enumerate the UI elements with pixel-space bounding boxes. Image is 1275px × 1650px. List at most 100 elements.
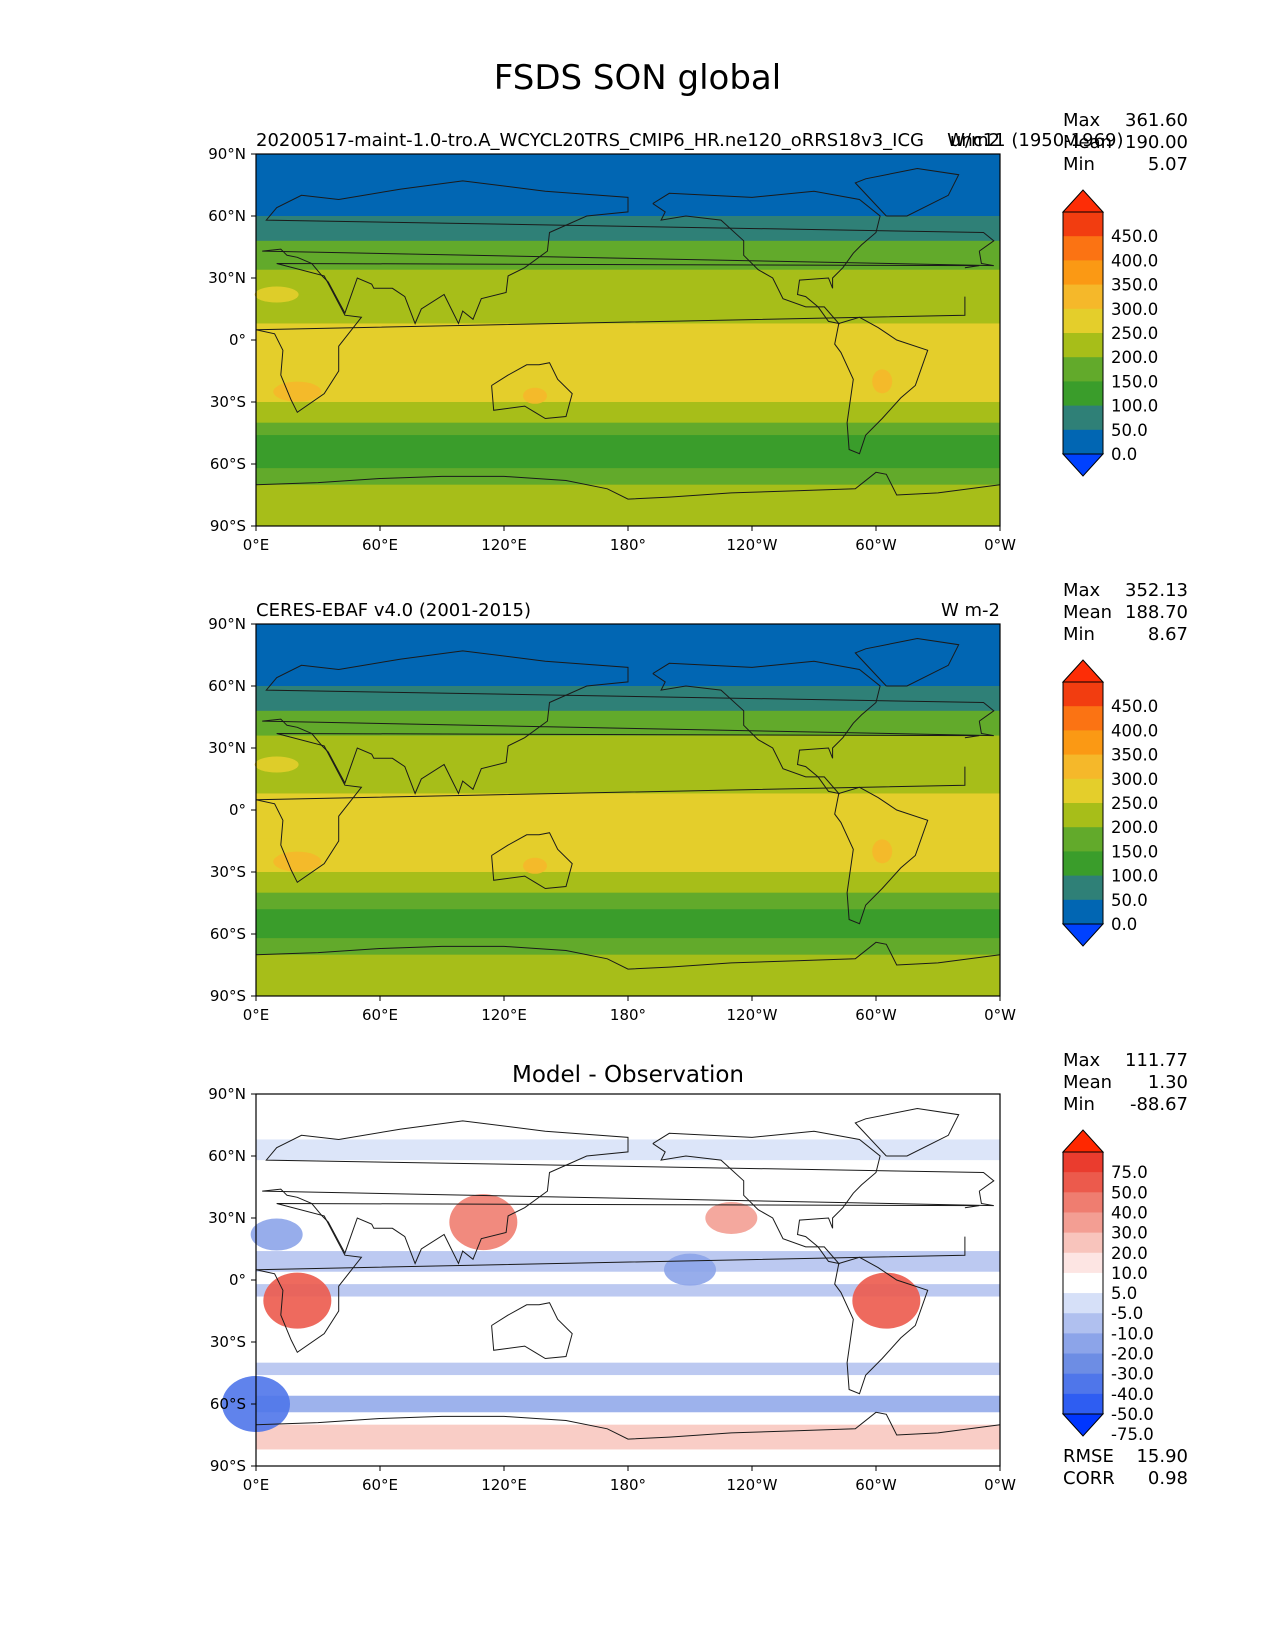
- colorbar-level-label: -50.0: [1111, 1405, 1154, 1424]
- colorbar-segment: [1063, 357, 1103, 382]
- colorbar-segment: [1063, 1212, 1103, 1234]
- colorbar-level-label: 300.0: [1111, 770, 1158, 789]
- land-patch: [273, 381, 322, 402]
- panel-title-left: CERES-EBAF v4.0 (2001-2015): [256, 600, 531, 621]
- colorbar-segment: [1063, 706, 1103, 731]
- colorbar-level-label: 300.0: [1111, 300, 1158, 319]
- panel-title-left: 20200517-maint-1.0-tro.A_WCYCL20TRS_CMIP…: [256, 130, 924, 151]
- y-tick-label: 60°N: [208, 207, 246, 225]
- y-tick-label: 30°S: [210, 393, 246, 411]
- colorbar-segment: [1063, 1373, 1103, 1395]
- x-tick-label: 60°E: [362, 536, 398, 554]
- colorbar-level-label: 50.0: [1111, 421, 1148, 440]
- coastline-0-5: [854, 167, 960, 217]
- zonal-band: [256, 892, 1000, 910]
- colorbar-segment: [1063, 236, 1103, 261]
- metric-rmse-value: 15.90: [1136, 1446, 1188, 1467]
- colorbar-segment: [1063, 429, 1103, 455]
- map-field-0: [254, 154, 1001, 527]
- colorbar-segment: [1063, 212, 1103, 237]
- zonal-band: [256, 402, 1000, 424]
- colorbar-segment: [1063, 1192, 1103, 1213]
- anomaly-patch: [664, 1253, 716, 1286]
- colorbar-level-label: 200.0: [1111, 348, 1158, 367]
- colorbar-frame: [1062, 681, 1104, 925]
- anomaly-patch: [250, 1218, 303, 1251]
- x-tick-label: 0°W: [984, 536, 1016, 554]
- colorbar-level-label: 150.0: [1111, 372, 1158, 391]
- land-patch: [254, 286, 299, 303]
- colorbar-segment: [1063, 1293, 1103, 1314]
- colorbar-segment: [1063, 875, 1103, 901]
- x-tick-label: 120°E: [481, 1476, 527, 1494]
- colorbar-level-label: -75.0: [1111, 1425, 1154, 1444]
- anomaly-patch: [852, 1272, 921, 1329]
- diff-band: [256, 1395, 1000, 1413]
- stat-max-value: 361.60: [1125, 110, 1188, 131]
- colorbar-segment: [1063, 899, 1103, 925]
- diff-band: [256, 1362, 1000, 1376]
- zonal-band: [256, 909, 1000, 939]
- colorbar-level-label: -30.0: [1111, 1365, 1154, 1384]
- anomaly-patch: [449, 1194, 518, 1251]
- y-tick-label: 0°: [229, 1271, 246, 1289]
- land-patch: [872, 369, 893, 394]
- y-tick-label: 60°S: [210, 925, 246, 943]
- zonal-band: [256, 954, 1000, 997]
- diff-band: [256, 1284, 1000, 1297]
- coastline-2-6: [255, 1411, 1001, 1440]
- colorbar-level-label: 0.0: [1111, 445, 1137, 464]
- x-tick-label: 60°W: [855, 1476, 897, 1494]
- metric-corr-label: CORR: [1063, 1468, 1115, 1489]
- y-tick-label: 30°N: [208, 1209, 246, 1227]
- y-tick-label: 60°S: [210, 455, 246, 473]
- colorbar-segment: [1063, 803, 1103, 828]
- colorbar-level-label: 20.0: [1111, 1244, 1148, 1263]
- colorbar-level-label: 0.0: [1111, 915, 1137, 934]
- colorbar-segment: [1063, 308, 1103, 334]
- y-tick-label: 90°N: [208, 145, 246, 163]
- stat-mean-label: Mean: [1063, 602, 1112, 623]
- zonal-band: [256, 686, 1000, 712]
- colorbar-level-label: 400.0: [1111, 721, 1158, 740]
- zonal-band: [256, 793, 1000, 840]
- land-patch: [872, 839, 893, 864]
- colorbar-level-label: 30.0: [1111, 1224, 1148, 1243]
- x-tick-label: 120°E: [481, 536, 527, 554]
- coastline-0-2: [652, 190, 881, 325]
- x-tick-label: 0°W: [984, 1006, 1016, 1024]
- panel-period: unc11 (1950-1969): [950, 130, 1124, 151]
- colorbar-level-label: 50.0: [1111, 891, 1148, 910]
- stat-max-value: 352.13: [1125, 580, 1188, 601]
- zonal-band: [256, 938, 1000, 956]
- colorbar-segment: [1063, 381, 1103, 407]
- diff-band: [256, 1251, 1000, 1272]
- colorbar-extend-top: [1061, 1129, 1105, 1153]
- zonal-band: [256, 294, 1000, 324]
- colorbar-segment: [1063, 1333, 1103, 1355]
- colorbar-level-label: 350.0: [1111, 276, 1158, 295]
- colorbar-level-label: 250.0: [1111, 324, 1158, 343]
- x-tick-label: 60°E: [362, 1476, 398, 1494]
- colorbar-segment: [1063, 1313, 1103, 1334]
- x-tick-label: 120°W: [727, 536, 778, 554]
- colorbar-level-label: -40.0: [1111, 1385, 1154, 1404]
- colorbar-segment: [1063, 1232, 1103, 1254]
- stat-max-value: 111.77: [1125, 1050, 1188, 1071]
- y-tick-label: 60°N: [208, 1147, 246, 1165]
- stat-max-label: Max: [1063, 110, 1101, 131]
- x-tick-label: 60°W: [855, 536, 897, 554]
- anomaly-patch: [705, 1202, 758, 1234]
- metric-rmse-label: RMSE: [1063, 1446, 1114, 1467]
- x-tick-label: 120°W: [727, 1476, 778, 1494]
- stat-min-value: -88.67: [1130, 1094, 1188, 1115]
- y-tick-label: 0°: [229, 801, 246, 819]
- colorbar-level-label: 75.0: [1111, 1163, 1148, 1182]
- colorbar-segment: [1063, 284, 1103, 310]
- coastline-0-3: [834, 316, 929, 455]
- y-tick-label: 60°S: [210, 1395, 246, 1413]
- y-tick-label: 60°N: [208, 677, 246, 695]
- colorbar-extend-top: [1061, 659, 1105, 683]
- colorbar-frame: [1062, 211, 1104, 455]
- stat-min-value: 5.07: [1148, 154, 1188, 175]
